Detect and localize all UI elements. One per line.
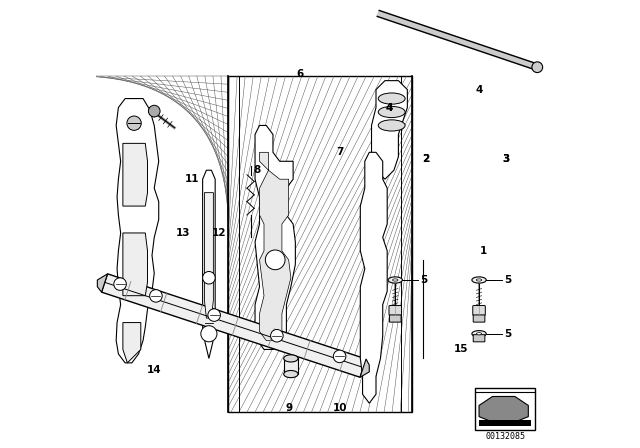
Text: 1: 1: [480, 246, 487, 256]
Text: 5: 5: [420, 275, 428, 285]
Text: 3: 3: [502, 154, 509, 164]
Polygon shape: [377, 10, 538, 70]
Text: 5: 5: [504, 275, 511, 285]
Polygon shape: [255, 125, 295, 349]
Text: 10: 10: [333, 403, 348, 413]
Ellipse shape: [472, 277, 486, 283]
Ellipse shape: [284, 355, 298, 362]
Text: 00132085: 00132085: [485, 432, 525, 441]
Polygon shape: [204, 193, 213, 318]
Text: 5: 5: [504, 329, 511, 339]
Text: 6: 6: [296, 69, 303, 79]
Ellipse shape: [392, 279, 398, 281]
Text: 2: 2: [422, 154, 429, 164]
Circle shape: [266, 250, 285, 270]
Text: 2: 2: [422, 154, 429, 164]
FancyBboxPatch shape: [473, 335, 485, 342]
Polygon shape: [123, 233, 147, 296]
Polygon shape: [260, 152, 291, 340]
Text: 4: 4: [386, 103, 393, 112]
Ellipse shape: [476, 279, 482, 281]
Text: 4: 4: [476, 85, 483, 95]
Polygon shape: [123, 323, 141, 363]
FancyBboxPatch shape: [389, 306, 401, 315]
Circle shape: [208, 309, 220, 321]
Polygon shape: [123, 143, 147, 206]
Ellipse shape: [378, 120, 405, 131]
Polygon shape: [97, 274, 108, 292]
Text: 15: 15: [454, 345, 468, 354]
Polygon shape: [479, 396, 528, 422]
Text: 11: 11: [185, 174, 200, 184]
Polygon shape: [360, 359, 369, 377]
Polygon shape: [116, 99, 159, 363]
Ellipse shape: [284, 370, 298, 378]
Text: 8: 8: [253, 165, 261, 175]
Ellipse shape: [378, 93, 405, 104]
Ellipse shape: [388, 277, 403, 283]
Text: 14: 14: [147, 365, 161, 375]
Polygon shape: [203, 170, 215, 358]
Circle shape: [150, 289, 162, 302]
Bar: [228, 76, 412, 412]
Polygon shape: [371, 81, 408, 179]
Ellipse shape: [472, 331, 486, 337]
FancyBboxPatch shape: [389, 315, 401, 322]
Text: 13: 13: [176, 228, 191, 238]
Ellipse shape: [476, 332, 482, 335]
Text: 4: 4: [386, 103, 393, 112]
Bar: [284, 358, 298, 374]
Circle shape: [148, 105, 160, 117]
Bar: [479, 420, 531, 426]
Circle shape: [127, 116, 141, 130]
Circle shape: [271, 329, 283, 342]
FancyBboxPatch shape: [473, 306, 485, 315]
Circle shape: [532, 62, 543, 73]
Text: 7: 7: [337, 147, 344, 157]
Circle shape: [203, 271, 215, 284]
Polygon shape: [360, 152, 387, 403]
Circle shape: [114, 278, 126, 290]
Bar: [474, 388, 535, 430]
Circle shape: [333, 350, 346, 362]
Text: 9: 9: [285, 403, 292, 413]
Polygon shape: [102, 274, 366, 377]
Ellipse shape: [378, 106, 405, 117]
Text: 3: 3: [502, 154, 509, 164]
FancyBboxPatch shape: [473, 315, 485, 322]
Text: 12: 12: [212, 228, 227, 238]
Circle shape: [201, 326, 217, 342]
